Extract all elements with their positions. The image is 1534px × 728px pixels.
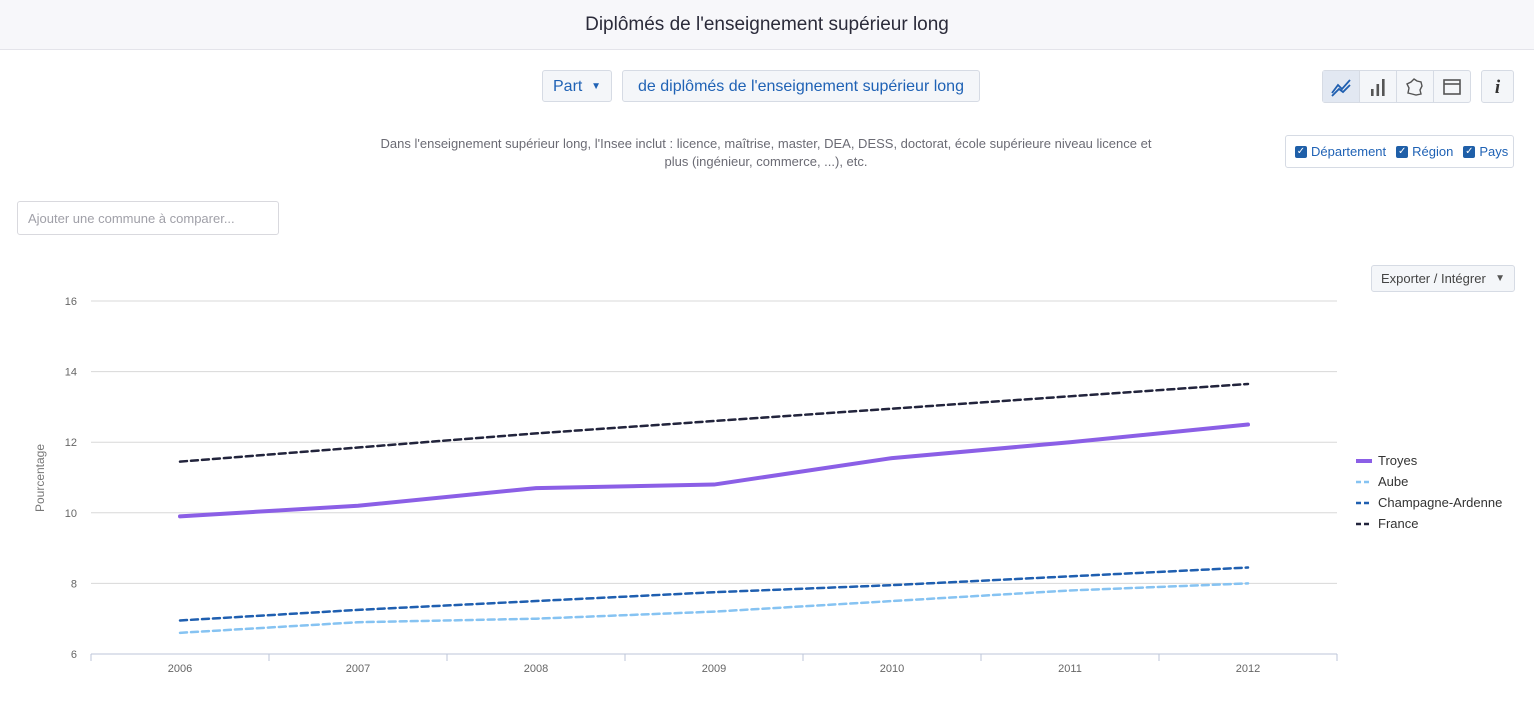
legend-swatch [1356,458,1372,463]
x-tick-label: 2009 [702,663,726,675]
x-tick-label: 2011 [1058,663,1082,675]
departement-label: Département [1311,144,1387,159]
table-view-button[interactable] [1434,71,1470,102]
legend-item[interactable]: France [1356,513,1502,534]
legend-swatch [1356,501,1372,504]
caret-down-icon: ▼ [591,81,601,92]
series-line-aube [178,582,1250,635]
series-line-france [178,382,1250,463]
legend-label: Aube [1378,474,1409,489]
pays-checkbox[interactable]: ✓ Pays [1463,144,1508,159]
x-tick-label: 2006 [168,663,192,675]
y-tick-label: 12 [65,437,77,449]
export-button[interactable]: Exporter / Intégrer ▼ [1371,265,1515,292]
export-label: Exporter / Intégrer [1381,271,1486,286]
checkbox-checked-icon: ✓ [1295,145,1307,158]
y-tick-label: 8 [71,578,77,590]
legend-label: Champagne-Ardenne [1378,495,1503,510]
y-tick-label: 10 [65,508,77,520]
legend-item[interactable]: Aube [1356,471,1502,492]
legend-swatch [1356,522,1372,525]
checkbox-checked-icon: ✓ [1463,145,1476,158]
part-dropdown-label: Part [553,78,583,95]
compare-commune-input[interactable] [17,201,279,235]
page-header: Diplômés de l'enseignement supérieur lon… [0,0,1534,50]
map-icon [1406,77,1423,96]
x-tick-label: 2007 [346,663,370,675]
view-toolbar [1322,70,1471,103]
map-view-button[interactable] [1397,71,1434,102]
info-button[interactable]: i [1481,70,1514,103]
chart-legend: Troyes Aube Champagne-Ardenne France [1356,450,1502,534]
legend-label: France [1378,516,1419,531]
indicator-dropdown-label: de diplômés de l'enseignement supérieur … [638,78,964,95]
part-dropdown[interactable]: Part ▼ [542,70,612,102]
y-axis-label: Pourcentage [33,444,47,512]
y-tick-label: 6 [71,649,77,661]
y-tick-label: 16 [65,296,77,308]
y-tick-label: 14 [65,367,77,379]
info-icon: i [1494,77,1501,98]
checkbox-checked-icon: ✓ [1396,145,1409,158]
legend-item[interactable]: Champagne-Ardenne [1356,492,1502,513]
scope-filters: ✓ Département ✓ Région ✓ Pays [1285,135,1514,168]
region-label: Région [1412,144,1454,159]
bar-chart-icon [1371,78,1385,96]
caret-down-icon: ▼ [1495,273,1505,284]
legend-swatch [1356,480,1372,483]
series-line-troyes [178,422,1250,519]
departement-checkbox[interactable]: ✓ Département [1295,144,1386,159]
page-title: Diplômés de l'enseignement supérieur lon… [585,14,949,35]
line-chart-icon [1331,78,1351,97]
pays-label: Pays [1479,144,1509,159]
indicator-description: Dans l'enseignement supérieur long, l'In… [380,136,1152,169]
x-tick-label: 2012 [1236,663,1260,675]
bar-chart-view-button[interactable] [1360,71,1397,102]
region-checkbox[interactable]: ✓ Région [1396,144,1453,159]
indicator-dropdown[interactable]: de diplômés de l'enseignement supérieur … [622,70,980,102]
x-tick-label: 2008 [524,663,548,675]
legend-label: Troyes [1378,453,1418,468]
table-icon [1443,78,1461,95]
series-line-champagne-ardenne [178,566,1250,622]
line-chart-view-button[interactable] [1323,71,1360,102]
legend-item[interactable]: Troyes [1356,450,1502,471]
x-tick-label: 2010 [880,663,904,675]
